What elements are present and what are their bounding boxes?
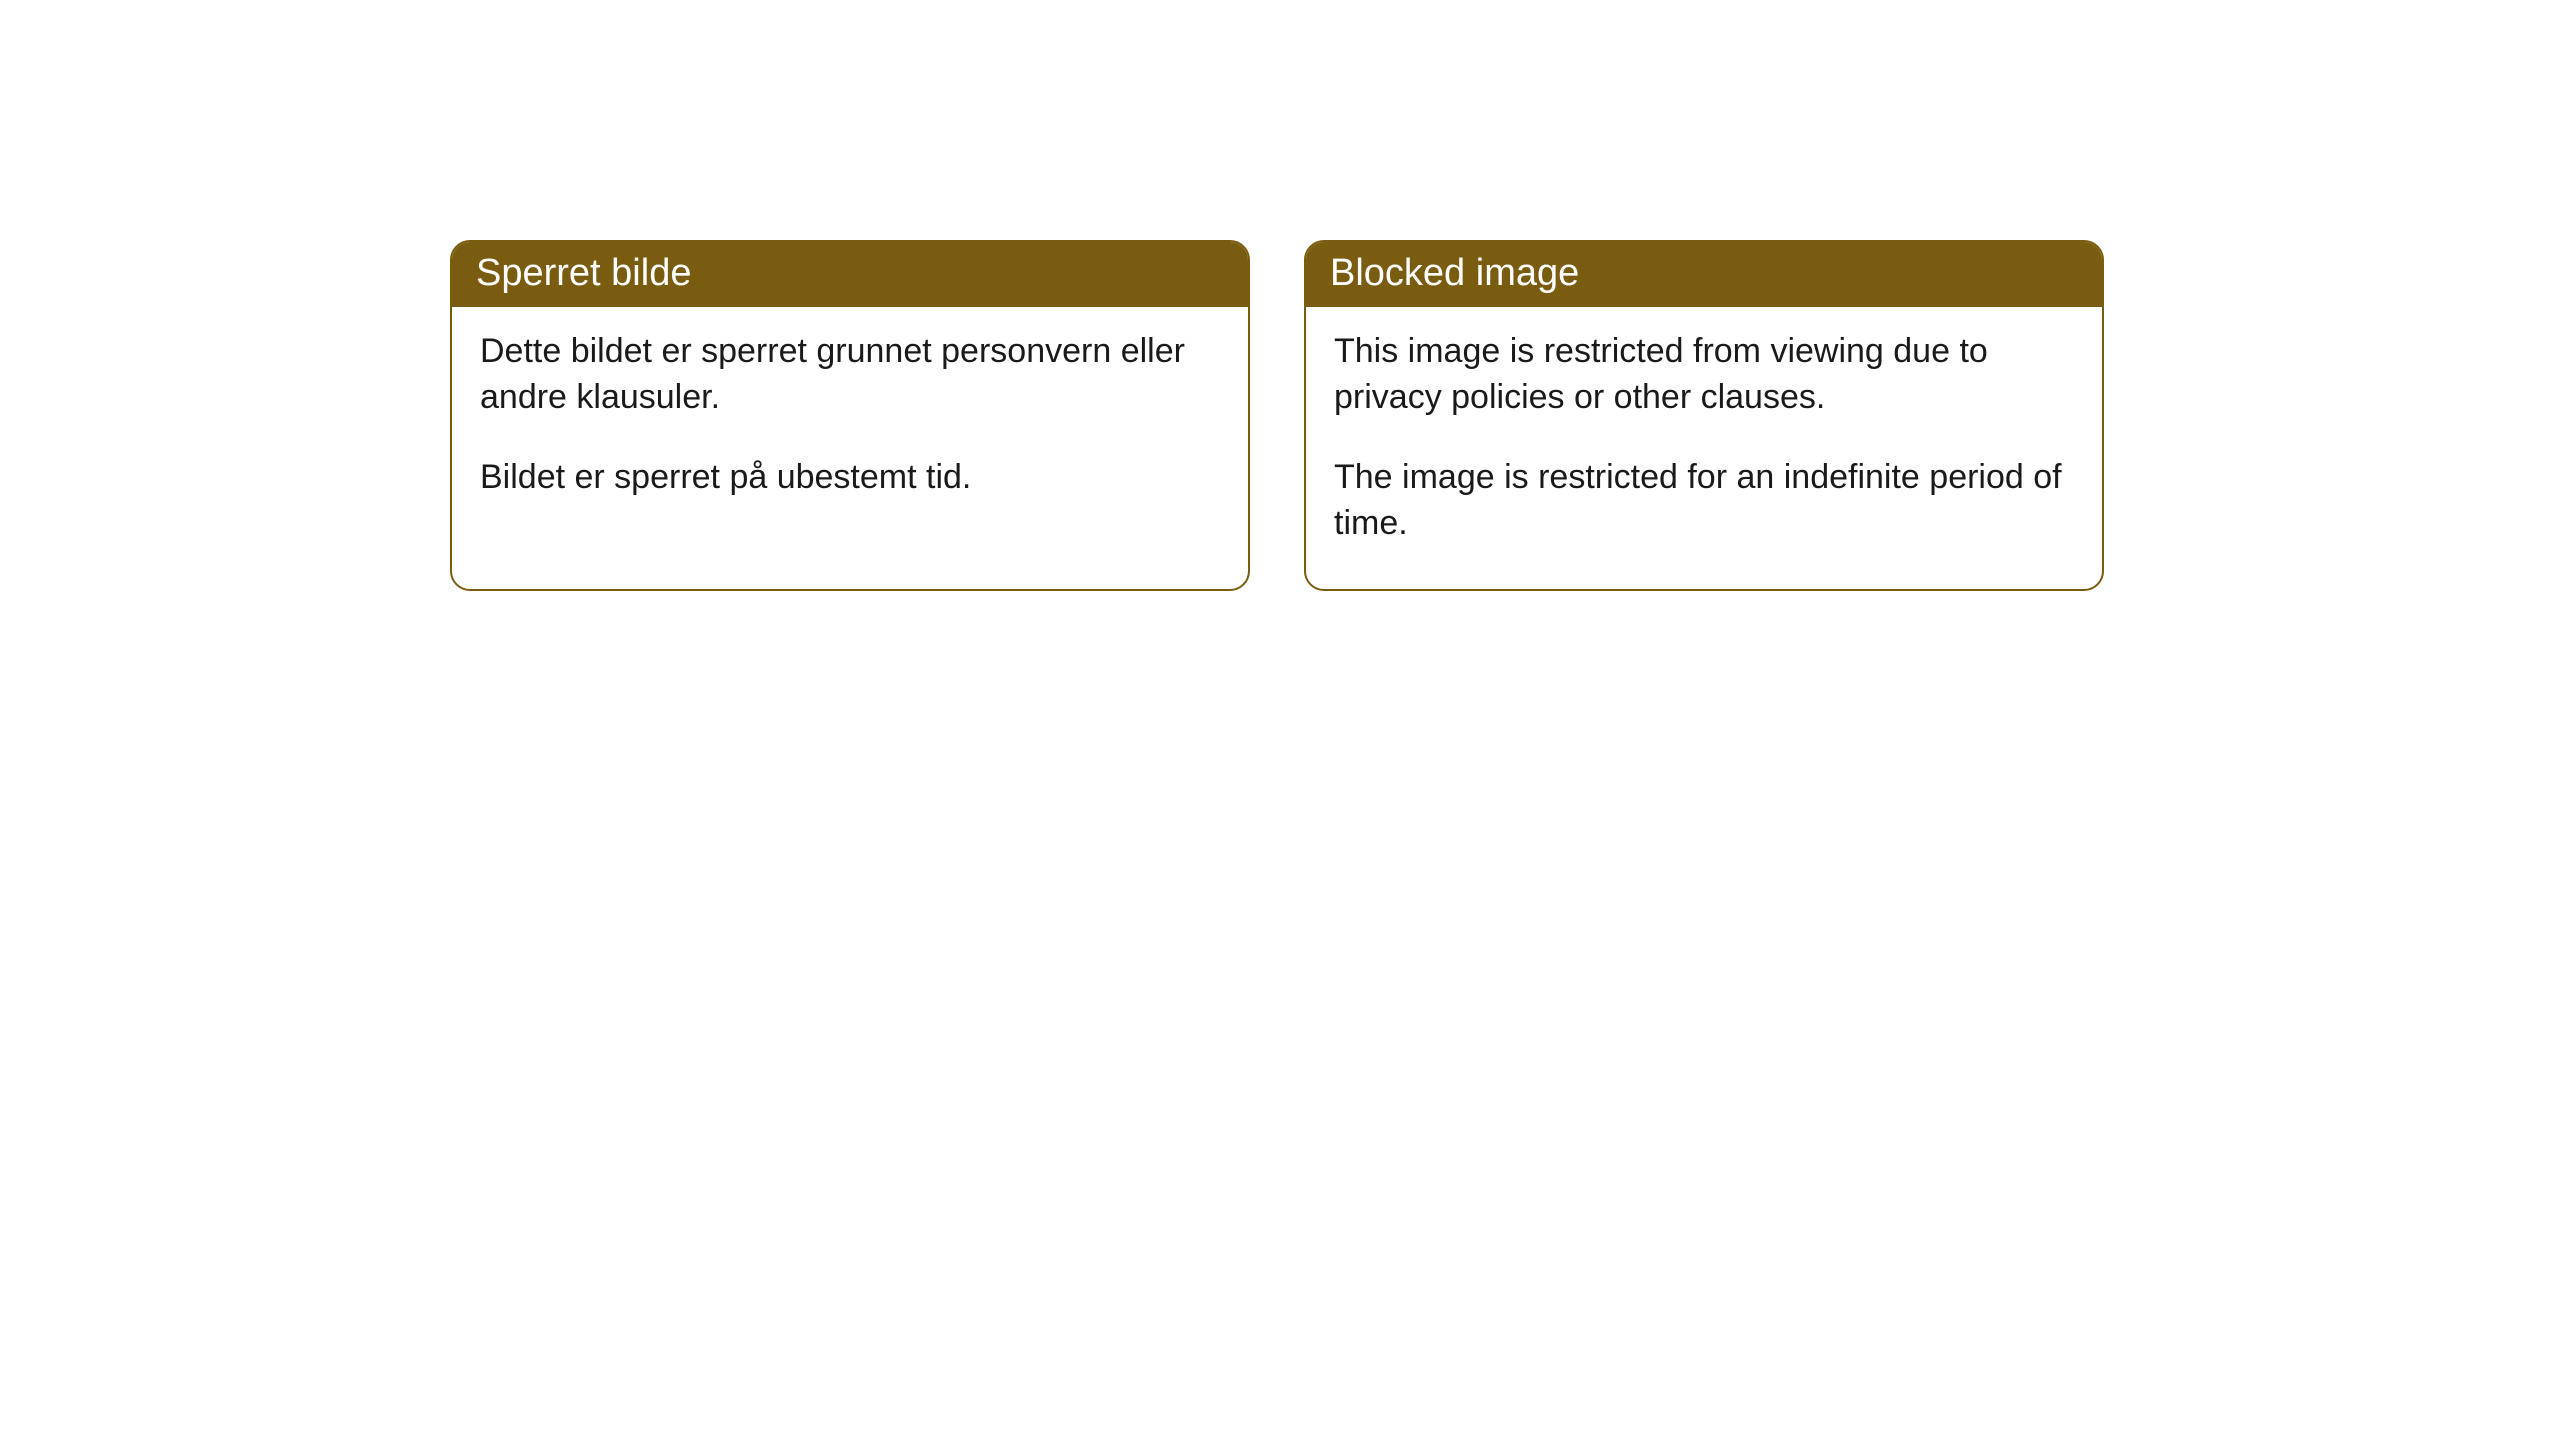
card-paragraph: Dette bildet er sperret grunnet personve… — [480, 329, 1220, 421]
card-body: Dette bildet er sperret grunnet personve… — [452, 307, 1248, 543]
blocked-image-card-english: Blocked image This image is restricted f… — [1304, 240, 2104, 591]
card-body: This image is restricted from viewing du… — [1306, 307, 2102, 589]
card-paragraph: This image is restricted from viewing du… — [1334, 329, 2074, 421]
card-paragraph: Bildet er sperret på ubestemt tid. — [480, 455, 1220, 501]
card-header: Sperret bilde — [452, 242, 1248, 307]
card-header: Blocked image — [1306, 242, 2102, 307]
card-paragraph: The image is restricted for an indefinit… — [1334, 455, 2074, 547]
notice-container: Sperret bilde Dette bildet er sperret gr… — [0, 0, 2560, 591]
blocked-image-card-norwegian: Sperret bilde Dette bildet er sperret gr… — [450, 240, 1250, 591]
